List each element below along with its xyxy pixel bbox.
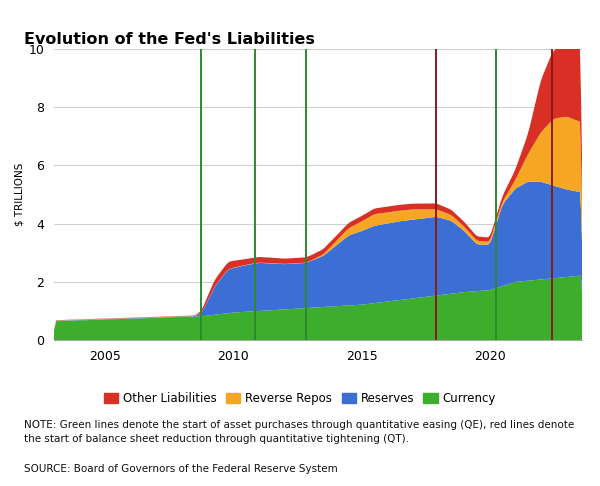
Text: NOTE: Green lines denote the start of asset purchases through quantitative easin: NOTE: Green lines denote the start of as… — [24, 420, 574, 444]
Legend: Other Liabilities, Reverse Repos, Reserves, Currency: Other Liabilities, Reverse Repos, Reserv… — [100, 387, 500, 410]
Text: Evolution of the Fed's Liabilities: Evolution of the Fed's Liabilities — [24, 32, 315, 47]
Y-axis label: $ TRILLIONS: $ TRILLIONS — [14, 163, 24, 226]
Text: SOURCE: Board of Governors of the Federal Reserve System: SOURCE: Board of Governors of the Federa… — [24, 464, 338, 474]
